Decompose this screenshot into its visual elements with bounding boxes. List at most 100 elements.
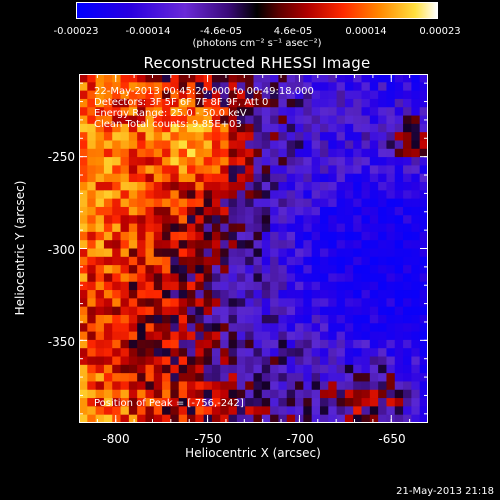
- heatmap-cell: [245, 206, 254, 216]
- heatmap-cell: [278, 273, 288, 283]
- heatmap-cell: [336, 74, 346, 83]
- heatmap-cell: [145, 190, 155, 200]
- heatmap-cell: [394, 406, 404, 416]
- heatmap-cell: [162, 414, 171, 423]
- heatmap-cell: [195, 314, 205, 324]
- heatmap-cell: [295, 123, 304, 133]
- colorbar: [76, 2, 438, 19]
- heatmap-cell: [145, 256, 155, 266]
- heatmap-cell: [145, 132, 155, 141]
- heatmap-cell: [344, 323, 354, 332]
- heatmap-cell: [419, 148, 428, 158]
- heatmap-cell: [261, 381, 271, 391]
- heatmap-cell: [344, 165, 354, 175]
- heatmap-cell: [236, 82, 246, 92]
- heatmap-cell: [386, 273, 396, 283]
- heatmap-cell: [128, 182, 138, 191]
- heatmap-cell: [286, 348, 296, 357]
- heatmap-cell: [328, 182, 337, 191]
- heatmap-cell: [378, 148, 387, 158]
- heatmap-cell: [369, 265, 379, 274]
- heatmap-cell: [103, 256, 113, 266]
- heatmap-cell: [353, 389, 362, 399]
- heatmap-cell: [228, 256, 238, 266]
- heatmap-cell: [245, 240, 254, 249]
- heatmap-cell: [369, 215, 379, 224]
- heatmap-cell: [103, 223, 113, 233]
- heatmap-cell: [203, 281, 213, 291]
- heatmap-cell: [261, 364, 271, 374]
- heatmap-cell: [137, 298, 146, 308]
- heatmap-cell: [278, 215, 288, 224]
- heatmap-cell: [236, 74, 246, 83]
- heatmap-cell: [378, 256, 387, 266]
- heatmap-cell: [187, 98, 196, 108]
- heatmap-cell: [95, 265, 105, 274]
- heatmap-cell: [245, 364, 254, 374]
- heatmap-cell: [353, 323, 362, 332]
- heatmap-cell: [162, 165, 171, 175]
- heatmap-cell: [270, 123, 279, 133]
- heatmap-cell: [112, 290, 121, 299]
- heatmap-cell: [378, 273, 387, 283]
- heatmap-cell: [203, 306, 213, 316]
- heatmap-cell: [103, 132, 113, 141]
- heatmap-cell: [319, 231, 329, 241]
- heatmap-cell: [311, 240, 321, 249]
- heatmap-cell: [386, 406, 396, 416]
- heatmap-cell: [394, 98, 404, 108]
- heatmap-cell: [344, 414, 354, 423]
- heatmap-cell: [361, 215, 371, 224]
- heatmap-cell: [112, 215, 121, 224]
- heatmap-cell: [153, 90, 163, 100]
- heatmap-cell: [103, 74, 113, 83]
- heatmap-cell: [153, 123, 163, 133]
- heatmap-cell: [162, 373, 171, 382]
- heatmap-cell: [411, 323, 421, 332]
- heatmap-cell: [245, 165, 254, 175]
- heatmap-cell: [128, 240, 138, 249]
- heatmap-cell: [120, 248, 130, 258]
- heatmap-cell: [336, 173, 346, 183]
- heatmap-cell: [228, 290, 238, 299]
- heatmap-cell: [353, 356, 362, 366]
- heatmap-cell: [162, 265, 171, 274]
- heatmap-cell: [344, 248, 354, 258]
- heatmap-cell: [87, 107, 97, 116]
- heatmap-cell: [170, 339, 180, 349]
- heatmap-cell: [79, 148, 88, 158]
- heatmap-cell: [220, 406, 229, 416]
- heatmap-cell: [103, 290, 113, 299]
- heatmap-cell: [120, 198, 130, 208]
- heatmap-cell: [195, 265, 205, 274]
- heatmap-cell: [153, 182, 163, 191]
- heatmap-cell: [295, 173, 304, 183]
- heatmap-cell: [403, 398, 412, 407]
- heatmap-cell: [203, 140, 213, 150]
- heatmap-cell: [344, 398, 354, 407]
- heatmap-cell: [336, 364, 346, 374]
- heatmap-cell: [270, 339, 279, 349]
- heatmap-cell: [369, 240, 379, 249]
- heatmap-cell: [103, 306, 113, 316]
- heatmap-cell: [311, 165, 321, 175]
- heatmap-cell: [270, 389, 279, 399]
- heatmap-cell: [228, 248, 238, 258]
- heatmap-cell: [419, 223, 428, 233]
- heatmap-cell: [112, 398, 121, 407]
- heatmap-cell: [145, 148, 155, 158]
- heatmap-cell: [394, 398, 404, 407]
- heatmap-cell: [187, 198, 196, 208]
- heatmap-cell: [220, 198, 229, 208]
- heatmap-cell: [344, 348, 354, 357]
- heatmap-cell: [211, 173, 221, 183]
- heatmap-cell: [170, 373, 180, 382]
- heatmap-cell: [211, 240, 221, 249]
- heatmap-cell: [286, 173, 296, 183]
- heatmap-cell: [403, 82, 412, 92]
- heatmap-cell: [228, 132, 238, 141]
- heatmap-cell: [137, 157, 146, 166]
- heatmap-cell: [261, 223, 271, 233]
- heatmap-cell: [394, 198, 404, 208]
- heatmap-cell: [236, 165, 246, 175]
